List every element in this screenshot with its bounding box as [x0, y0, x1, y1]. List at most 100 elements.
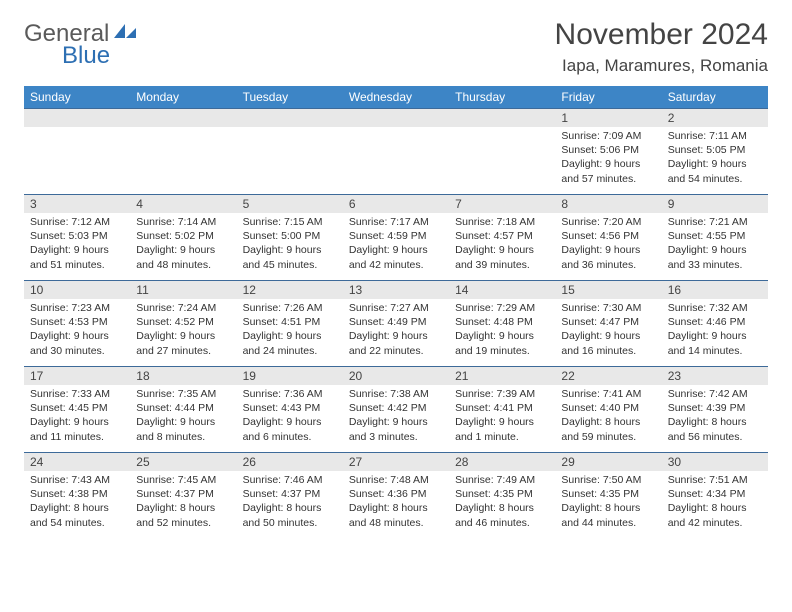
day-info-line: and 59 minutes.: [561, 430, 655, 444]
day-info-line: Sunset: 4:47 PM: [561, 315, 655, 329]
day-body: Sunrise: 7:42 AMSunset: 4:39 PMDaylight:…: [662, 385, 768, 448]
logo: General Blue: [24, 18, 136, 68]
calendar-day-cell: 2Sunrise: 7:11 AMSunset: 5:05 PMDaylight…: [662, 109, 768, 195]
day-body: Sunrise: 7:17 AMSunset: 4:59 PMDaylight:…: [343, 213, 449, 276]
day-info-line: and 3 minutes.: [349, 430, 443, 444]
day-info-line: Sunset: 4:37 PM: [243, 487, 337, 501]
title-block: November 2024 Iapa, Maramures, Romania: [555, 18, 768, 76]
calendar-day-cell: 29Sunrise: 7:50 AMSunset: 4:35 PMDayligh…: [555, 453, 661, 539]
calendar-day-cell: 18Sunrise: 7:35 AMSunset: 4:44 PMDayligh…: [130, 367, 236, 453]
logo-sail-icon: [114, 24, 136, 40]
header: General Blue November 2024 Iapa, Maramur…: [24, 18, 768, 76]
day-info-line: Sunset: 4:51 PM: [243, 315, 337, 329]
calendar-day-cell: 23Sunrise: 7:42 AMSunset: 4:39 PMDayligh…: [662, 367, 768, 453]
day-info-line: and 48 minutes.: [349, 516, 443, 530]
day-body: Sunrise: 7:24 AMSunset: 4:52 PMDaylight:…: [130, 299, 236, 362]
day-number: 19: [237, 367, 343, 385]
day-info-line: and 36 minutes.: [561, 258, 655, 272]
day-info-line: Daylight: 9 hours: [136, 243, 230, 257]
day-info-line: Daylight: 8 hours: [243, 501, 337, 515]
calendar-day-cell: 20Sunrise: 7:38 AMSunset: 4:42 PMDayligh…: [343, 367, 449, 453]
day-info-line: Daylight: 9 hours: [455, 415, 549, 429]
day-info-line: and 45 minutes.: [243, 258, 337, 272]
day-number: 28: [449, 453, 555, 471]
day-info-line: Daylight: 8 hours: [668, 501, 762, 515]
day-info-line: Sunset: 4:53 PM: [30, 315, 124, 329]
day-info-line: and 54 minutes.: [668, 172, 762, 186]
day-info-line: Sunset: 4:39 PM: [668, 401, 762, 415]
day-info-line: Daylight: 9 hours: [349, 243, 443, 257]
day-number: 7: [449, 195, 555, 213]
day-number: 1: [555, 109, 661, 127]
day-body: Sunrise: 7:12 AMSunset: 5:03 PMDaylight:…: [24, 213, 130, 276]
calendar-day-cell: 10Sunrise: 7:23 AMSunset: 4:53 PMDayligh…: [24, 281, 130, 367]
day-info-line: Sunset: 4:55 PM: [668, 229, 762, 243]
day-info-line: Sunset: 5:00 PM: [243, 229, 337, 243]
day-info-line: Daylight: 8 hours: [349, 501, 443, 515]
calendar-table: SundayMondayTuesdayWednesdayThursdayFrid…: [24, 86, 768, 539]
day-info-line: Daylight: 9 hours: [243, 243, 337, 257]
day-info-line: Sunrise: 7:17 AM: [349, 215, 443, 229]
weekday-header: Friday: [555, 86, 661, 109]
day-number: 11: [130, 281, 236, 299]
calendar-day-cell: 11Sunrise: 7:24 AMSunset: 4:52 PMDayligh…: [130, 281, 236, 367]
day-info-line: Sunrise: 7:43 AM: [30, 473, 124, 487]
day-info-line: Daylight: 9 hours: [136, 329, 230, 343]
day-info-line: Sunrise: 7:35 AM: [136, 387, 230, 401]
day-info-line: Daylight: 9 hours: [243, 415, 337, 429]
day-info-line: Daylight: 9 hours: [30, 243, 124, 257]
day-number: [449, 109, 555, 127]
day-info-line: Sunset: 4:38 PM: [30, 487, 124, 501]
day-body: Sunrise: 7:43 AMSunset: 4:38 PMDaylight:…: [24, 471, 130, 534]
calendar-day-cell: [130, 109, 236, 195]
weekday-header: Thursday: [449, 86, 555, 109]
day-info-line: Sunset: 4:56 PM: [561, 229, 655, 243]
day-info-line: Sunset: 4:45 PM: [30, 401, 124, 415]
day-info-line: Sunset: 4:44 PM: [136, 401, 230, 415]
day-info-line: and 39 minutes.: [455, 258, 549, 272]
day-info-line: and 1 minute.: [455, 430, 549, 444]
day-body: Sunrise: 7:30 AMSunset: 4:47 PMDaylight:…: [555, 299, 661, 362]
day-body: Sunrise: 7:35 AMSunset: 4:44 PMDaylight:…: [130, 385, 236, 448]
weekday-header: Saturday: [662, 86, 768, 109]
day-info-line: Sunset: 4:41 PM: [455, 401, 549, 415]
day-number: 18: [130, 367, 236, 385]
weekday-header: Tuesday: [237, 86, 343, 109]
day-body: Sunrise: 7:46 AMSunset: 4:37 PMDaylight:…: [237, 471, 343, 534]
day-info-line: Daylight: 8 hours: [561, 501, 655, 515]
day-number: 12: [237, 281, 343, 299]
day-body: Sunrise: 7:38 AMSunset: 4:42 PMDaylight:…: [343, 385, 449, 448]
calendar-day-cell: 12Sunrise: 7:26 AMSunset: 4:51 PMDayligh…: [237, 281, 343, 367]
day-number: [130, 109, 236, 127]
day-info-line: Sunset: 4:35 PM: [455, 487, 549, 501]
day-info-line: and 16 minutes.: [561, 344, 655, 358]
calendar-day-cell: 6Sunrise: 7:17 AMSunset: 4:59 PMDaylight…: [343, 195, 449, 281]
calendar-day-cell: 21Sunrise: 7:39 AMSunset: 4:41 PMDayligh…: [449, 367, 555, 453]
day-info-line: Sunrise: 7:30 AM: [561, 301, 655, 315]
day-info-line: Sunset: 4:52 PM: [136, 315, 230, 329]
calendar-day-cell: 28Sunrise: 7:49 AMSunset: 4:35 PMDayligh…: [449, 453, 555, 539]
logo-blue-text: Blue: [62, 44, 110, 68]
day-number: 4: [130, 195, 236, 213]
day-info-line: Sunrise: 7:21 AM: [668, 215, 762, 229]
day-info-line: Sunrise: 7:20 AM: [561, 215, 655, 229]
day-info-line: and 51 minutes.: [30, 258, 124, 272]
calendar-day-cell: 17Sunrise: 7:33 AMSunset: 4:45 PMDayligh…: [24, 367, 130, 453]
day-number: 30: [662, 453, 768, 471]
day-info-line: Sunrise: 7:26 AM: [243, 301, 337, 315]
day-info-line: and 6 minutes.: [243, 430, 337, 444]
day-info-line: Sunset: 5:02 PM: [136, 229, 230, 243]
location-text: Iapa, Maramures, Romania: [555, 56, 768, 76]
day-info-line: Daylight: 9 hours: [668, 157, 762, 171]
day-number: 29: [555, 453, 661, 471]
day-info-line: Sunset: 4:37 PM: [136, 487, 230, 501]
day-info-line: and 19 minutes.: [455, 344, 549, 358]
day-info-line: and 33 minutes.: [668, 258, 762, 272]
day-info-line: Sunset: 4:43 PM: [243, 401, 337, 415]
day-body: Sunrise: 7:51 AMSunset: 4:34 PMDaylight:…: [662, 471, 768, 534]
day-number: [24, 109, 130, 127]
day-info-line: and 22 minutes.: [349, 344, 443, 358]
day-info-line: and 46 minutes.: [455, 516, 549, 530]
calendar-day-cell: [237, 109, 343, 195]
day-info-line: Sunrise: 7:49 AM: [455, 473, 549, 487]
